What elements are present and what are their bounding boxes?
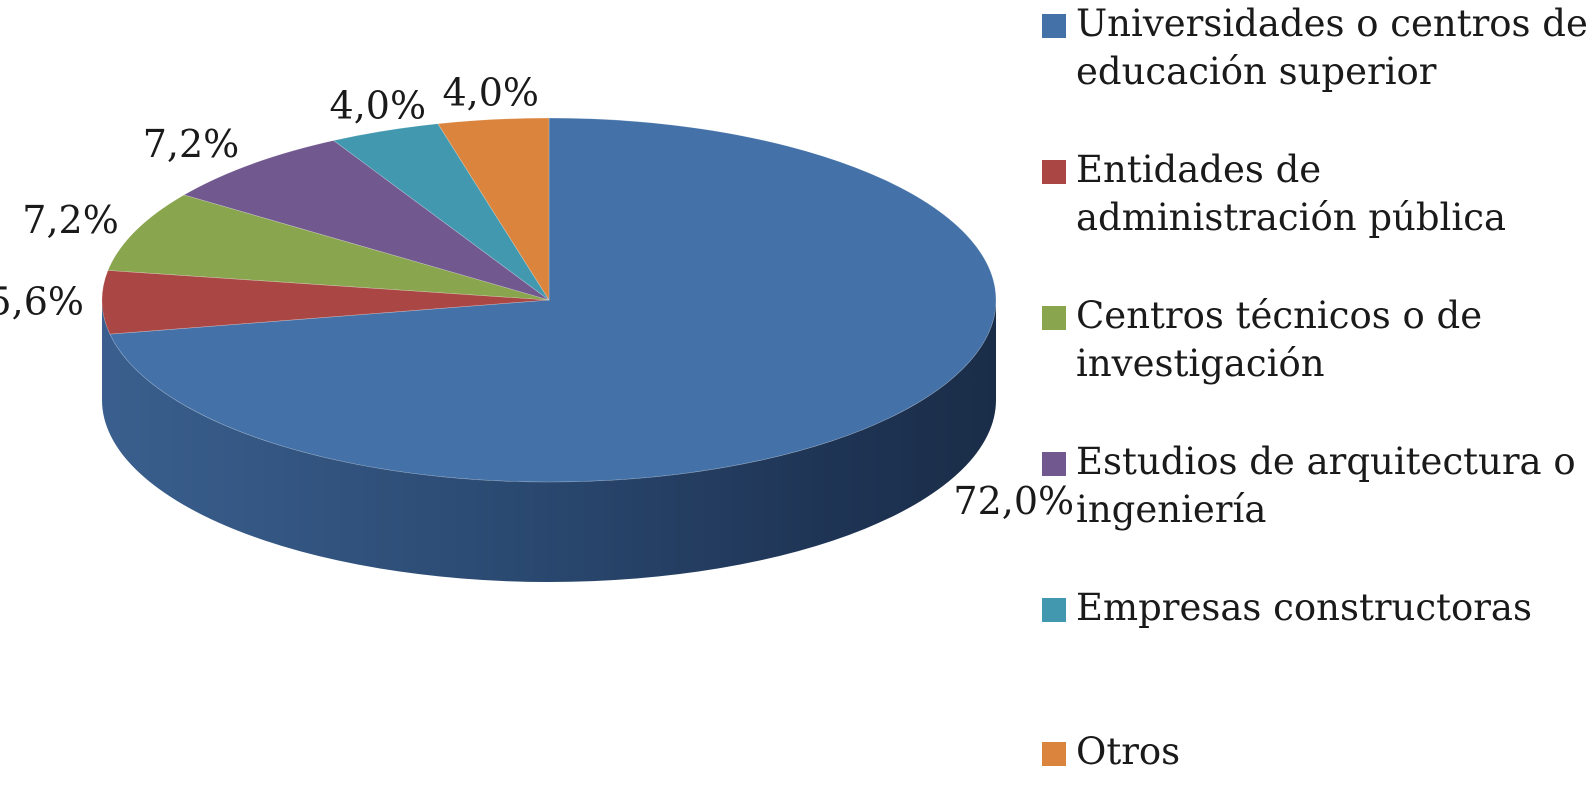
pie-slice-universidades [109,117,997,483]
data-label-universidades: 72,0% [953,479,1074,523]
pie-slice-estudios [183,140,550,301]
pie-slice-centros-tecnicos [107,194,550,301]
legend-swatch [1042,742,1066,766]
legend-swatch [1042,14,1066,38]
pie-slice-otros [437,117,550,302]
data-label-entidades: 5,6% [0,280,84,324]
legend-label: Otros [1076,730,1181,773]
data-label-estudios: 7,2% [143,122,240,166]
legend-swatch [1042,452,1066,476]
data-labels: 72,0% 5,6% 7,2% 7,2% 4,0% 4,0% [0,71,1074,523]
pie-slice-empresas [332,123,550,301]
legend-swatch [1042,160,1066,184]
legend-label: Universidades o centros de educación sup… [1076,2,1588,93]
legend-swatch [1042,306,1066,330]
legend-label: Entidades de administración pública [1076,148,1506,239]
pie-slice-entidades [101,270,550,335]
pie-top-face [101,117,997,483]
data-label-centros-tecnicos: 7,2% [22,198,119,242]
legend-label: Estudios de arquitectura o ingeniería [1076,440,1576,531]
data-label-empresas: 4,0% [330,84,427,128]
pie-side-wall [102,300,996,582]
legend-swatch [1042,598,1066,622]
pie-side-universidades [102,300,996,582]
legend-label: Empresas constructoras [1076,586,1532,629]
legend: Universidades o centros de educación sup… [1042,0,1595,787]
data-label-otros: 4,0% [442,71,539,115]
legend-label: Centros técnicos o de investigación [1076,294,1483,385]
